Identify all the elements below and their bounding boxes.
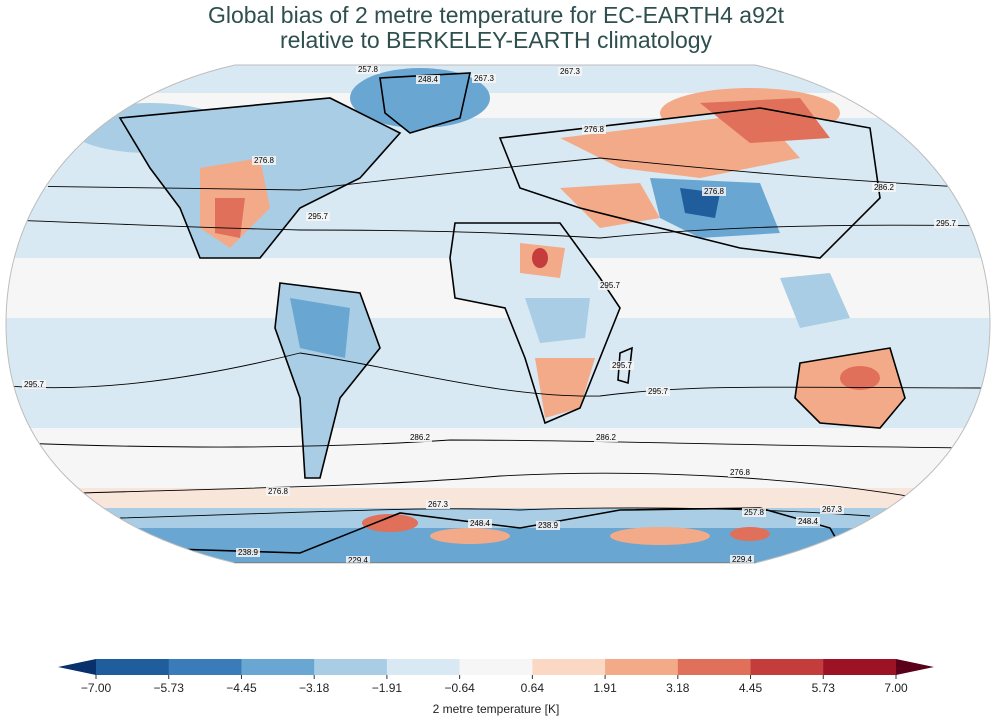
chart-title-line-2: relative to BERKELEY-EARTH climatology [279,27,713,53]
contour-label: 248.4 [418,75,439,84]
contour-label: 248.4 [798,517,819,526]
colorbar-tick-label: 1.91 [593,681,617,695]
contour-label: 276.8 [268,487,289,496]
contour-label: 257.8 [358,65,379,74]
contour-label: 276.8 [704,187,725,196]
contour-label: 295.7 [612,361,633,370]
colorbar-tick-label: −1.91 [372,681,403,695]
contour-label: 267.3 [428,500,449,509]
colorbar-segment [96,659,170,675]
contour-label: 295.7 [936,219,957,228]
contour-label: 295.7 [24,380,45,389]
colorbar-segment [750,659,824,675]
colorbar-tick-label: 5.73 [812,681,836,695]
colorbar-tick-label: −0.64 [444,681,475,695]
contour-label: 286.2 [596,433,617,442]
contour-label: 267.3 [822,505,843,514]
contour-label: 286.2 [26,179,47,188]
contour-label: 257.8 [744,508,765,517]
contour-label: 229.4 [732,555,753,564]
colorbar-segment [532,659,606,675]
colorbar-tick-label: 3.18 [666,681,690,695]
colorbar-extend-high [896,659,934,675]
colorbar-label: 2 metre temperature [K] [433,702,560,716]
colorbar-tick-label: −3.18 [299,681,330,695]
colorbar-tick-label: −4.45 [226,681,257,695]
contour-label: 295.7 [600,281,621,290]
contour-label: 267.3 [560,67,581,76]
colorbar-segment [386,659,461,675]
contour-label: 276.8 [584,125,605,134]
colorbar-tick-label: −7.00 [81,681,112,695]
colorbar: −7.00 −5.73 −4.45 −3.18 −1.91 −0.64 0.64 1.91 3.… [58,659,934,716]
colorbar-segment [823,659,897,675]
colorbar-tick-label: −5.73 [154,681,185,695]
contour-label: 276.8 [254,156,275,165]
contour-label: 286.2 [874,183,895,192]
colorbar-segment [168,659,242,675]
contour-label: 295.7 [648,387,669,396]
colorbar-tick-label: 0.64 [521,681,545,695]
colorbar-segment [605,659,679,675]
colorbar-segment [314,659,388,675]
contour-label: 276.8 [730,468,751,477]
colorbar-segment [677,659,752,675]
contour-label: 286.2 [410,433,431,442]
colorbar-tick-label: 7.00 [884,681,908,695]
contour-label: 229.4 [348,556,369,565]
contour-label: 238.9 [538,521,559,530]
colorbar-segment [459,659,533,675]
chart-title-line-1: Global bias of 2 metre temperature for E… [207,2,785,28]
contour-label: 295.7 [308,212,329,221]
contour-label: 267.3 [474,74,495,83]
colorbar-extend-low [58,659,96,675]
contour-label: 248.4 [470,519,491,528]
contour-label: 238.9 [238,548,259,557]
colorbar-segment [241,659,315,675]
colorbar-tick-label: 4.45 [739,681,763,695]
